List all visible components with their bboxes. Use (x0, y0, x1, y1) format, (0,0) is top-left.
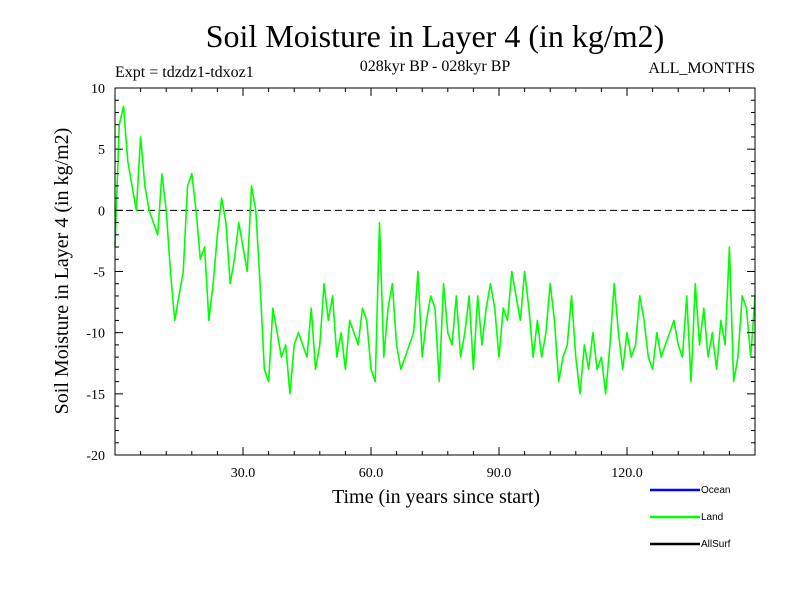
y-axis-label: Soil Moisture in Layer 4 (in kg/m2) (51, 128, 73, 415)
chart-subtitle-left: Expt = tdzdz1-tdxoz1 (115, 64, 254, 81)
y-tick-label: 5 (98, 143, 105, 158)
chart-title: Soil Moisture in Layer 4 (in kg/m2) (206, 18, 665, 54)
x-tick-label: 60.0 (359, 466, 384, 481)
chart-subtitle-center: 028kyr BP - 028kyr BP (360, 58, 511, 75)
y-tick-label: 0 (98, 204, 105, 219)
x-tick-label: 90.0 (487, 466, 512, 481)
y-tick-label: -10 (86, 327, 105, 342)
y-tick-label: -15 (86, 388, 105, 403)
y-tick-label: -5 (93, 266, 105, 281)
legend-label-land: Land (701, 512, 723, 523)
axes: -20 -15 -10 -5 0 5 10 30.0 60.0 90.0 120.0 (86, 82, 756, 481)
chart-subtitle-right: ALL_MONTHS (648, 60, 755, 77)
x-tick-label: 30.0 (231, 466, 256, 481)
series-line-land (114, 105, 756, 395)
y-tick-label: -20 (86, 449, 105, 464)
x-tick-label: 120.0 (611, 466, 643, 481)
plot-frame (114, 87, 756, 456)
legend-label-ocean: Ocean (701, 485, 730, 496)
legend: Ocean Land AllSurf (650, 485, 731, 550)
legend-label-allsurf: AllSurf (701, 539, 731, 550)
y-tick-label: 10 (91, 82, 105, 97)
plot-area (114, 105, 756, 395)
x-axis-label: Time (in years since start) (332, 486, 540, 508)
